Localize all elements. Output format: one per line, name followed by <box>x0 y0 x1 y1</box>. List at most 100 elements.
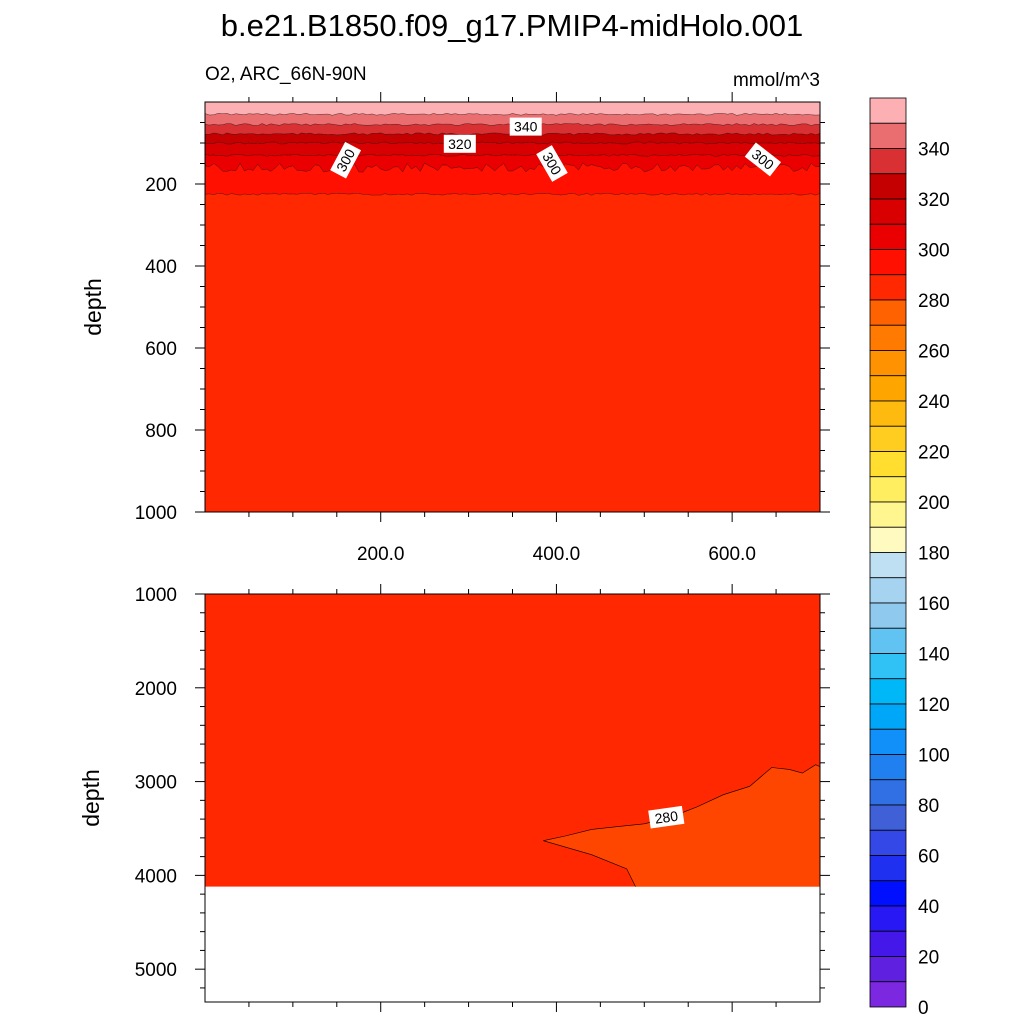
colorbar-tick-label: 320 <box>918 190 950 211</box>
bottom-panel-axis-ticks: 1000 2000 3000 4000 5000 <box>135 584 830 1012</box>
contour-line <box>204 112 821 116</box>
top-panel: O2, ARC_66N-90N mmol/m^3 depth 340320300… <box>80 64 830 565</box>
colorbar-swatch <box>869 274 907 301</box>
colorbar: 3403203002802602402202001801601401201008… <box>869 97 950 1019</box>
colorbar-tick-label: 20 <box>918 948 939 969</box>
colorbar-tick-label: 240 <box>918 392 950 413</box>
colorbar-swatch <box>869 703 907 730</box>
colorbar-swatch <box>869 198 907 225</box>
colorbar-tick-label: 220 <box>918 443 950 464</box>
y-tick-label: 3000 <box>135 773 177 794</box>
colorbar-swatch <box>869 400 907 427</box>
top-panel-y-axis-label: depth <box>80 278 106 336</box>
contour-label-text: 320 <box>448 136 472 152</box>
bottom-panel-contour-labels: 280 <box>648 805 685 829</box>
colorbar-tick-label: 40 <box>918 897 939 918</box>
bottom-panel-y-axis-label: depth <box>78 769 104 827</box>
colorbar-swatch <box>869 451 907 478</box>
colorbar-swatch <box>869 526 907 553</box>
bottom-panel-contour-fill <box>205 594 821 887</box>
y-tick-label: 1000 <box>135 503 177 524</box>
contour-band <box>205 132 820 145</box>
colorbar-swatch <box>869 754 907 781</box>
colorbar-swatch <box>869 173 907 200</box>
colorbar-swatch <box>869 678 907 705</box>
colorbar-swatch <box>869 476 907 503</box>
colorbar-tick-label: 280 <box>918 291 950 312</box>
colorbar-tick-label: 200 <box>918 493 950 514</box>
contour-line <box>204 162 821 173</box>
figure-title: b.e21.B1850.f09_g17.PMIP4-midHolo.001 <box>221 8 804 43</box>
colorbar-swatch <box>869 653 907 680</box>
colorbar-swatch <box>869 350 907 377</box>
colorbar-swatch <box>869 148 907 175</box>
colorbar-swatch <box>869 804 907 831</box>
colorbar-swatch <box>869 552 907 579</box>
x-tick-label: 200.0 <box>357 544 405 565</box>
contour-label-box <box>744 142 782 177</box>
colorbar-swatch <box>869 299 907 326</box>
contour-label-box <box>509 117 542 136</box>
colorbar-swatch <box>869 375 907 402</box>
top-panel-left-label: O2, ARC_66N-90N <box>205 64 367 85</box>
contour-label: 320 <box>443 134 476 153</box>
colorbar-swatch <box>869 829 907 856</box>
contour-label: 280 <box>648 805 685 829</box>
y-tick-label: 5000 <box>135 960 177 981</box>
contour-label: 340 <box>509 117 542 136</box>
y-tick-label: 4000 <box>135 866 177 887</box>
colorbar-swatch <box>869 728 907 755</box>
colorbar-swatch <box>869 425 907 452</box>
colorbar-swatch <box>869 627 907 654</box>
contour-band <box>205 141 820 157</box>
colorbar-swatch <box>869 223 907 250</box>
colorbar-swatch <box>869 97 907 124</box>
top-panel-contour-bands <box>205 102 820 512</box>
contour-line <box>204 153 821 157</box>
colorbar-swatch <box>869 930 907 957</box>
colorbar-tick-label: 300 <box>918 241 950 262</box>
colorbar-tick-label: 340 <box>918 140 950 161</box>
x-tick-label: 600.0 <box>708 544 756 565</box>
y-tick-label: 800 <box>145 421 177 442</box>
contour-band <box>205 193 820 512</box>
x-tick-label: 400.0 <box>533 544 581 565</box>
colorbar-tick-label: 140 <box>918 645 950 666</box>
colorbar-swatch <box>869 956 907 983</box>
contour-band <box>205 102 820 116</box>
colorbar-tick-label: 80 <box>918 796 939 817</box>
bottom-panel: depth 280 1000 2000 3000 4000 5000 <box>78 584 830 1012</box>
contour-line <box>543 764 821 841</box>
y-tick-label: 2000 <box>135 679 177 700</box>
colorbar-swatch <box>869 779 907 806</box>
colorbar-tick-label: 0 <box>918 998 929 1019</box>
colorbar-swatch <box>869 122 907 149</box>
y-tick-label: 1000 <box>135 585 177 606</box>
colorbar-tick-label: 180 <box>918 544 950 565</box>
colorbar-tick-label: 260 <box>918 342 950 363</box>
contour-label-box <box>330 141 362 179</box>
top-panel-units-label: mmol/m^3 <box>733 70 820 91</box>
colorbar-swatch <box>869 501 907 528</box>
contour-label-box <box>648 805 685 829</box>
contour-label-text: 340 <box>514 119 538 135</box>
colorbar-swatch <box>869 602 907 629</box>
colorbar-tick-label: 120 <box>918 695 950 716</box>
y-tick-label: 400 <box>145 257 177 278</box>
contour-label-box <box>443 134 476 153</box>
colorbar-swatch <box>869 905 907 932</box>
colorbar-tick-label: 160 <box>918 594 950 615</box>
y-tick-label: 200 <box>145 175 177 196</box>
colorbar-swatch <box>869 880 907 907</box>
contour-line <box>543 840 636 887</box>
colorbar-tick-label: 100 <box>918 746 950 767</box>
colorbar-swatch <box>869 855 907 882</box>
contour-band <box>543 764 820 887</box>
y-tick-label: 600 <box>145 339 177 360</box>
colorbar-swatch <box>869 577 907 604</box>
contour-label-box <box>536 145 568 182</box>
contour-band <box>205 163 820 196</box>
contour-label-text: 280 <box>654 808 680 827</box>
contour-band <box>205 154 820 172</box>
